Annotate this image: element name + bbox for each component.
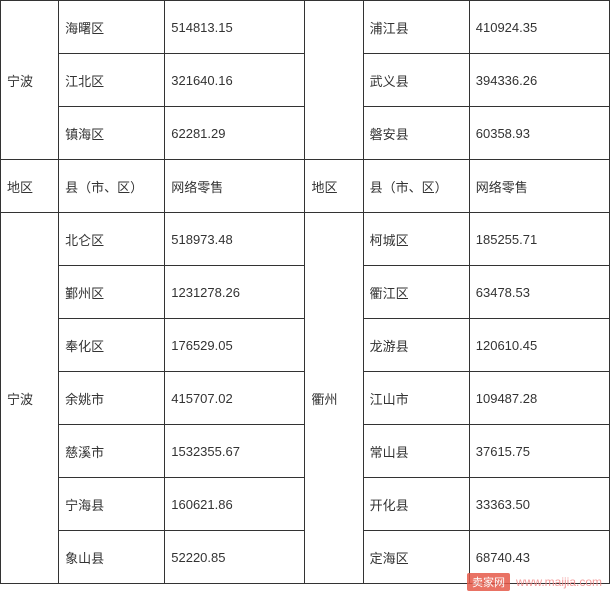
- county-cell: 海曙区: [59, 1, 165, 54]
- value-cell: 1231278.26: [165, 266, 305, 319]
- value-cell: 33363.50: [469, 478, 609, 531]
- region-cell: 宁波: [1, 1, 59, 160]
- county-cell: 龙游县: [363, 319, 469, 372]
- county-cell: 宁海县: [59, 478, 165, 531]
- value-cell: 63478.53: [469, 266, 609, 319]
- value-cell: 514813.15: [165, 1, 305, 54]
- county-cell: 江山市: [363, 372, 469, 425]
- header-region: 地区: [305, 160, 363, 213]
- region-cell: [305, 1, 363, 160]
- county-cell: 开化县: [363, 478, 469, 531]
- header-value: 网络零售: [469, 160, 609, 213]
- value-cell: 60358.93: [469, 107, 609, 160]
- county-cell: 浦江县: [363, 1, 469, 54]
- value-cell: 415707.02: [165, 372, 305, 425]
- value-cell: 176529.05: [165, 319, 305, 372]
- header-region: 地区: [1, 160, 59, 213]
- value-cell: 1532355.67: [165, 425, 305, 478]
- header-county: 县（市、区）: [363, 160, 469, 213]
- value-cell: 62281.29: [165, 107, 305, 160]
- county-cell: 北仑区: [59, 213, 165, 266]
- value-cell: 518973.48: [165, 213, 305, 266]
- county-cell: 柯城区: [363, 213, 469, 266]
- county-cell: 武义县: [363, 54, 469, 107]
- value-cell: 321640.16: [165, 54, 305, 107]
- county-cell: 象山县: [59, 531, 165, 584]
- value-cell: 394336.26: [469, 54, 609, 107]
- table-row: 宁波 海曙区 514813.15 浦江县 410924.35: [1, 1, 610, 54]
- retail-data-table: 宁波 海曙区 514813.15 浦江县 410924.35 江北区 32164…: [0, 0, 610, 584]
- header-county: 县（市、区）: [59, 160, 165, 213]
- value-cell: 52220.85: [165, 531, 305, 584]
- county-cell: 镇海区: [59, 107, 165, 160]
- county-cell: 慈溪市: [59, 425, 165, 478]
- region-cell: 衢州: [305, 213, 363, 584]
- county-cell: 常山县: [363, 425, 469, 478]
- value-cell: 68740.43: [469, 531, 609, 584]
- county-cell: 奉化区: [59, 319, 165, 372]
- county-cell: 磐安县: [363, 107, 469, 160]
- value-cell: 109487.28: [469, 372, 609, 425]
- table-header-row: 地区 县（市、区） 网络零售 地区 县（市、区） 网络零售: [1, 160, 610, 213]
- value-cell: 185255.71: [469, 213, 609, 266]
- header-value: 网络零售: [165, 160, 305, 213]
- value-cell: 410924.35: [469, 1, 609, 54]
- county-cell: 余姚市: [59, 372, 165, 425]
- table-row: 宁波 北仑区 518973.48 衢州 柯城区 185255.71: [1, 213, 610, 266]
- value-cell: 37615.75: [469, 425, 609, 478]
- region-cell: 宁波: [1, 213, 59, 584]
- county-cell: 定海区: [363, 531, 469, 584]
- county-cell: 衢江区: [363, 266, 469, 319]
- county-cell: 鄞州区: [59, 266, 165, 319]
- county-cell: 江北区: [59, 54, 165, 107]
- value-cell: 120610.45: [469, 319, 609, 372]
- value-cell: 160621.86: [165, 478, 305, 531]
